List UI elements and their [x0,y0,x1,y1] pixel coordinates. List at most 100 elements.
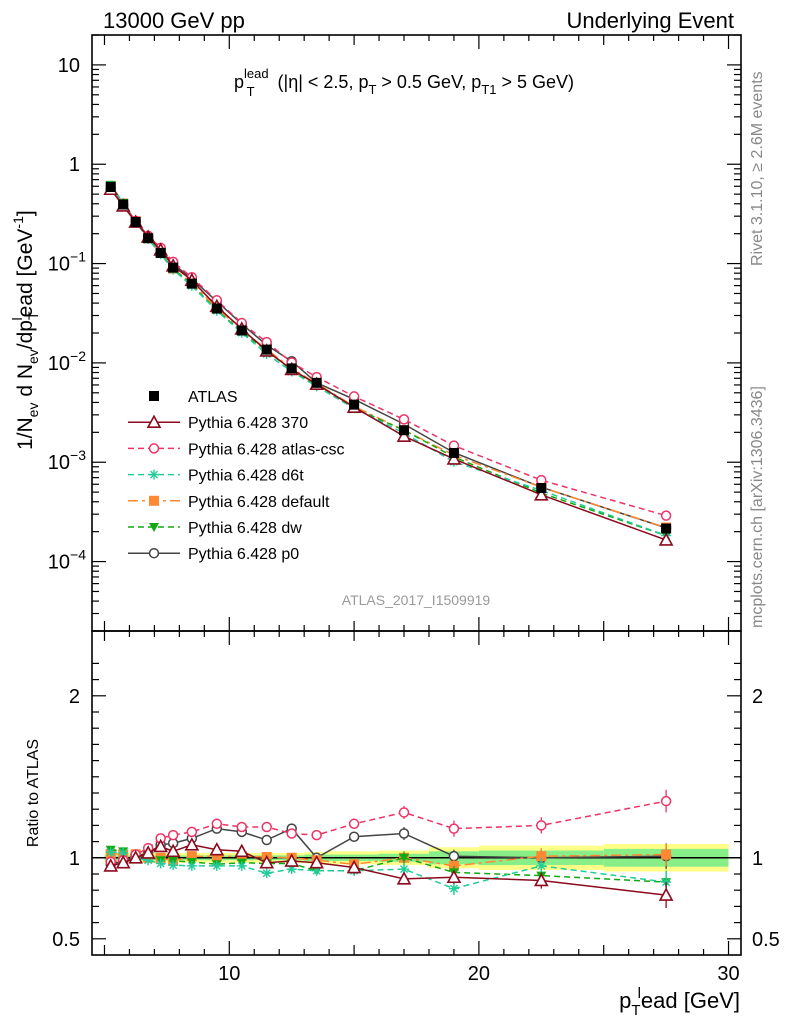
x-tick-label: 30 [717,963,739,985]
ratio-point-default [661,849,672,860]
star-stroke [169,861,178,870]
main-point-atlas [105,181,116,192]
y-tick-exponent: −2 [70,348,86,364]
main-point-atlas [311,377,322,388]
ylabel-sub-t: T [25,311,41,320]
legend-marker-atlascsc [148,443,160,454]
title-p: p [234,72,244,92]
ylabel-c: /dp [14,320,37,349]
ratio-point-atlascsc [448,823,460,834]
legend-item-default: Pythia 6.428 default [128,494,330,511]
star-stroke [119,848,128,857]
main-point-p370 [446,451,462,465]
ratio-point-p370 [153,838,168,853]
main-point-atlascsc [660,510,672,521]
main-point-atlas [661,523,672,534]
legend: ATLAS Pythia 6.428 370 Pythia 6.428 atlas-… [128,389,345,563]
main-point-atlas [448,447,459,458]
ratio-xlabel: pTlead [GeV] [619,985,740,1019]
ratio-point-p370 [284,853,300,867]
main-point-atlas [143,233,154,244]
y-tick-label: 10−1 [48,249,86,276]
x-tick-label: 10 [218,963,240,985]
legend-item-atlascsc: Pythia 6.428 atlas-csc [128,441,345,458]
y-tick-label: 10 [58,55,80,77]
xlabel-rest: ead [GeV] [641,988,740,1013]
main-point-atlas [261,344,272,355]
ratio-point-p370 [259,854,275,869]
ratio-point-p0 [448,850,460,862]
ratio-point-d6t [118,847,129,858]
header-right: Underlying Event [566,8,734,33]
ratio-point-p370 [128,850,144,864]
main-point-atlas [211,303,222,314]
ylabel-b: d N [14,364,37,403]
legend-label-atlas: ATLAS [188,389,238,406]
title-rest1: (|η| < 2.5, p [273,72,369,92]
y-tick-label: 10−3 [48,447,86,474]
star-stroke [187,861,196,870]
legend-marker-p0 [148,547,160,559]
main-point-atlas [168,262,179,273]
main-point-atlascsc [398,414,410,425]
ratio-point-dw [399,853,410,863]
ratio-point-atlascsc [186,826,198,838]
y-tick-base: 10 [48,552,70,574]
main-ylabel: 1/Nev d Nev/dpTlead [GeV-1] [9,210,41,450]
main-point-p370 [396,428,412,442]
ylabel-sup-m1: -1 [10,216,26,229]
y-tick-exponent: −3 [70,447,86,463]
main-line-p370 [110,188,667,541]
xlabel-sup-l: l [638,985,641,1002]
main-series-layer [103,180,674,546]
ylabel-sub-ev: ev [25,403,41,418]
legend-item-p370: Pythia 6.428 370 [128,414,308,432]
main-point-atlas [186,278,197,289]
main-series-dw [105,180,672,541]
ratio-ylabel: Ratio to ATLAS [25,739,42,847]
ratio-point-atlascsc [236,821,248,833]
ylabel-e: ] [14,210,37,216]
y-tick-label: 10−2 [48,348,86,375]
main-point-atlas [155,247,166,258]
ylabel-sub-ev2: ev [25,349,41,364]
x-tick-label: 20 [468,963,490,985]
ratio-point-p370 [209,842,225,856]
ratio-point-p370 [446,869,462,884]
rivet-label: Rivet 3.1.10, ≥ 2.6M events [749,71,766,266]
main-frame [91,34,742,632]
main-series-d6t [105,180,672,541]
star-stroke [212,861,221,870]
legend-marker-d6t [149,469,159,480]
legend-marker-atlas [149,391,159,401]
ratio-y-tick-label-left: 2 [69,686,80,708]
star-stroke [262,869,271,878]
ratio-point-p0 [398,828,410,839]
main-point-atlas [118,199,129,210]
main-point-atlas [286,363,297,374]
main-point-atlas [349,399,360,410]
ratio-point-p0 [348,831,360,842]
ratio-point-d6t [155,858,166,869]
legend-marker-dw [149,523,159,532]
ratio-y-tick-label-right: 0.5 [752,929,780,951]
ratio-y-tick-label-left: 1 [69,848,80,870]
ratio-point-p370 [658,887,674,901]
ratio-frame [91,630,742,956]
ratio-y-tick-label-left: 0.5 [52,929,80,951]
header-left: 13000 GeV pp [103,8,245,33]
ratio-point-d6t [236,860,247,871]
title-sub-t2: T [368,82,376,97]
main-point-atlas [399,425,410,436]
ratio-point-p370 [234,843,250,858]
ratio-panel: 0.5 0.5 1 1 2 2 10 20 30 Ratio to ATLAS pTlead [… [25,630,780,1019]
legend-label-p370: Pythia 6.428 370 [188,415,308,432]
ratio-point-default [211,851,222,862]
ratio-tick-layer: 0.5 0.5 1 1 2 2 10 20 30 [52,631,780,985]
ratio-point-d6t [211,860,222,871]
y-tick-base: 10 [48,452,70,474]
ratio-y-tick-label-right: 1 [752,848,763,870]
y-tick-base: 10 [48,353,70,375]
